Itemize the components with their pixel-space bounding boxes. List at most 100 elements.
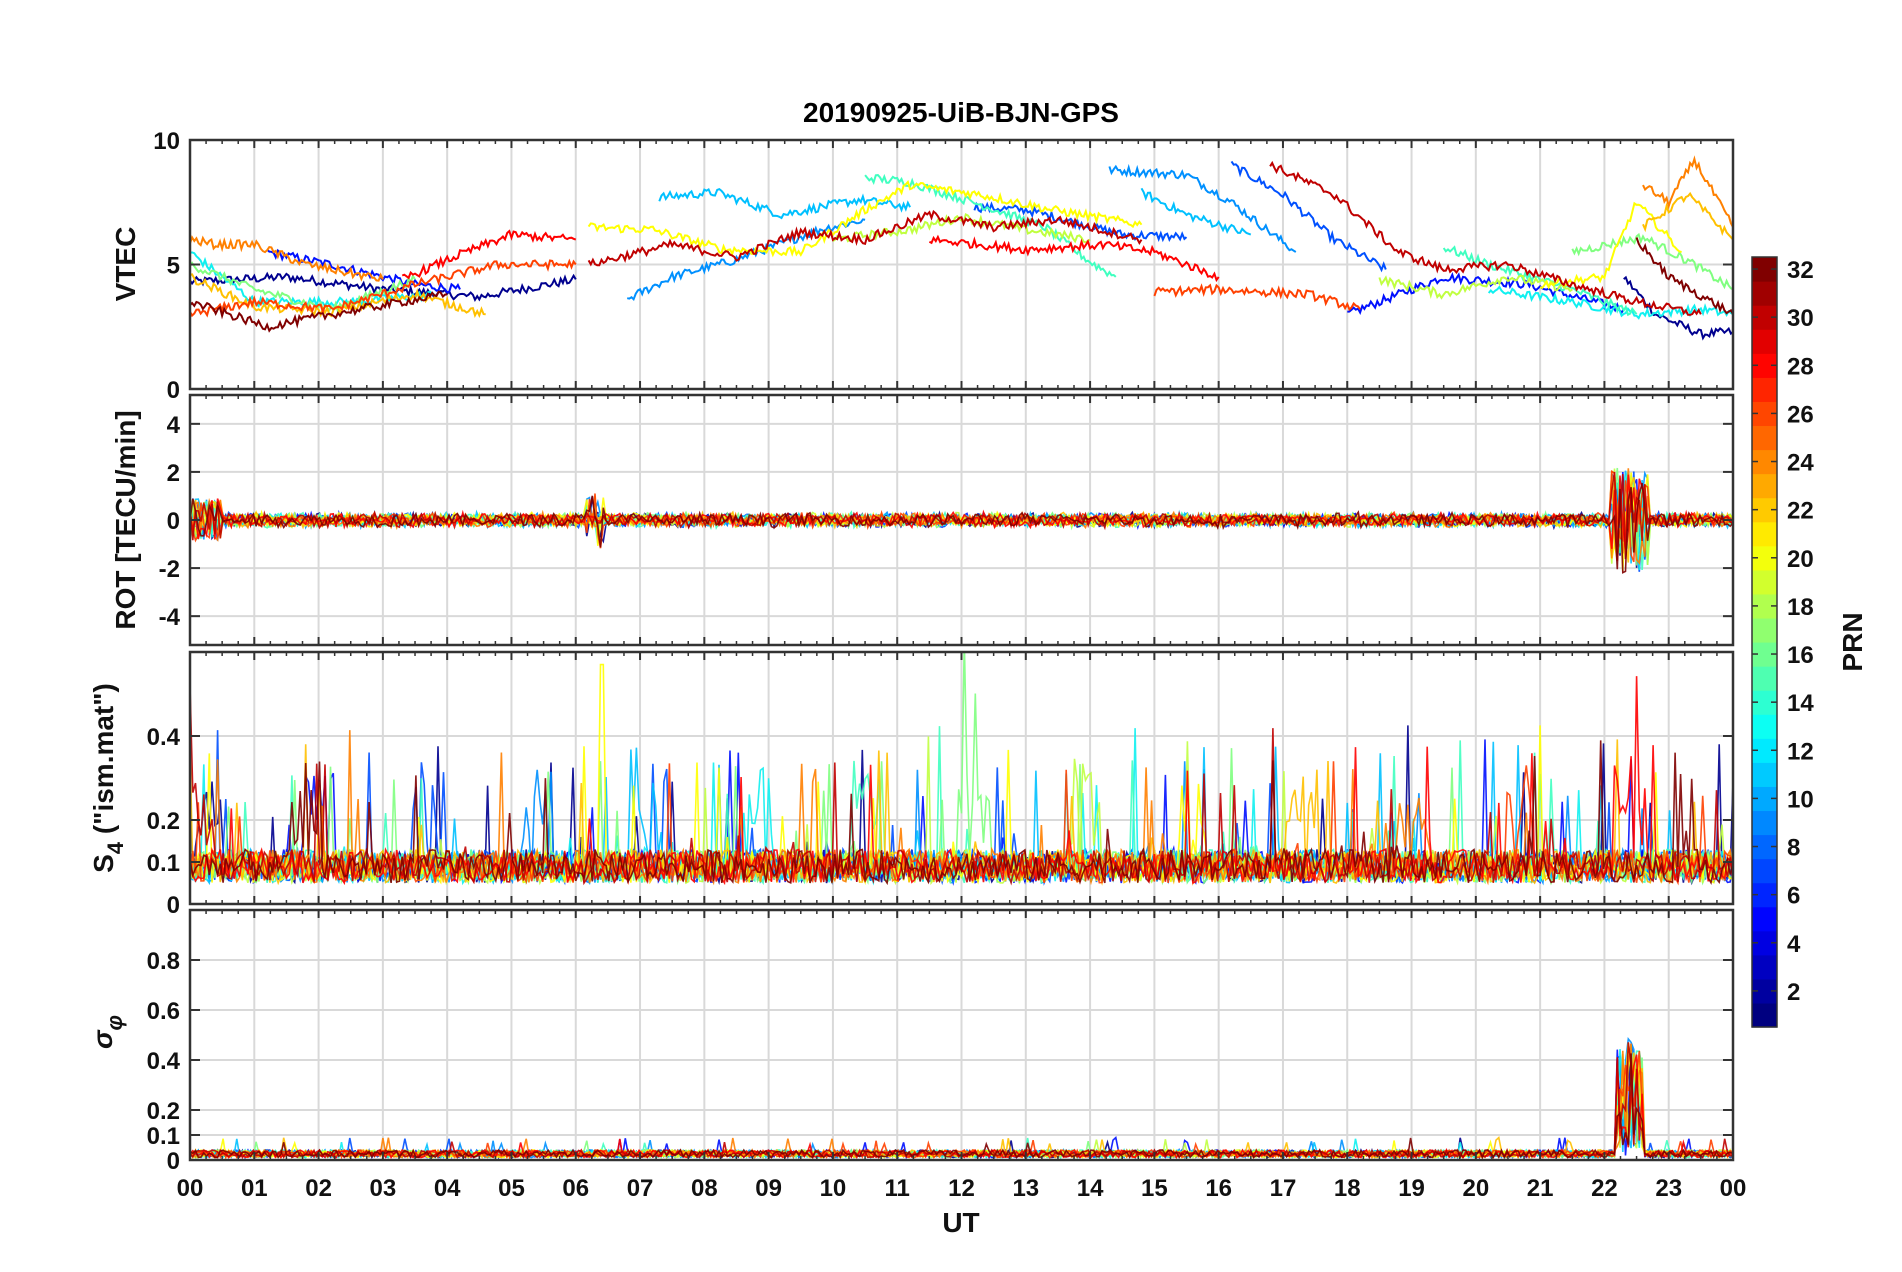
panel-rot: -4 -2 0 2 4 ROT [TECU/min] [110,393,1735,647]
colorbar-cell [1752,954,1777,980]
x-tick-label: 02 [305,1175,332,1202]
colorbar-tick-label: 22 [1787,498,1814,525]
x-tick-label: 17 [1270,1175,1297,1202]
colorbar-tick-label: 6 [1787,883,1800,910]
colorbar-tick-label: 8 [1787,835,1800,862]
panel-s4-ticks: 0 0.1 0.2 0.4 [147,652,1734,919]
colorbar-tick-label: 2 [1787,979,1800,1006]
colorbar-cell [1752,425,1777,451]
vtec-line-prn-18 [1378,274,1573,300]
x-tick-label: 22 [1591,1175,1618,1202]
x-tick-label: 21 [1527,1175,1554,1202]
y-tick-label: -2 [159,556,180,583]
s4-line-prn-32 [190,740,1733,886]
panel-s4-ylabel-main: S [88,854,119,873]
y-tick-label: 0.6 [147,998,180,1025]
vtec-line-prn-4 [266,248,461,294]
colorbar-tick-label: 30 [1787,305,1814,332]
panel-s4-ylabel-rest: ("ism.mat") [88,683,119,842]
panel-vtec: 0 5 10 VTEC [110,128,1735,404]
x-tick-label: 00 [177,1175,204,1202]
x-tick-label: 20 [1462,1175,1489,1202]
colorbar-cell [1752,810,1777,836]
colorbar-cell [1752,617,1777,643]
s4-line-prn-16 [190,652,1733,886]
panel-vtec-frame [188,138,1735,391]
vtec-line-prn-10 [658,187,911,220]
vtec-line-prn-12 [1487,285,1733,320]
panel-vtec-ylabel: VTEC [110,227,141,302]
x-tick-label: 01 [241,1175,268,1202]
vtec-line-prn-32 [190,290,448,333]
vtec-line-prn-26 [190,258,577,318]
x-tick-label: 00 [1720,1175,1747,1202]
colorbar-tick-label: 24 [1787,450,1814,477]
x-tick-label: 11 [885,1175,910,1202]
panel-s4-frame [188,650,1735,906]
colorbar-tick-label: 14 [1787,690,1814,717]
y-tick-label: 0.8 [147,948,180,975]
y-tick-label: 0.4 [147,724,181,751]
colorbar-cells [1752,257,1777,1028]
vtec-line-prn-16 [190,261,416,315]
colorbar-cell [1752,714,1777,739]
y-tick-label: 0.1 [147,1123,180,1150]
colorbar-cell [1752,329,1777,354]
vtec-line-prn-8 [1108,163,1297,253]
panel-rot-ylabel: ROT [TECU/min] [110,410,141,629]
x-tick-label: 06 [562,1175,589,1202]
x-tick-label: 16 [1205,1175,1232,1202]
x-tick-label: 23 [1655,1175,1682,1202]
colorbar-tick-label: 4 [1787,931,1801,958]
colorbar-cell [1752,569,1777,595]
y-tick-label: 0.4 [147,1048,181,1075]
x-tick-label: 05 [498,1175,525,1202]
colorbar-tick-label: 12 [1787,738,1814,765]
vtec-line-prn-26 [1153,283,1361,312]
panel-sigphi-frame [188,908,1735,1162]
y-tick-label: 4 [167,412,181,439]
colorbar-cell [1752,858,1777,884]
y-tick-label: 10 [153,128,180,155]
colorbar-label: PRN [1837,612,1868,671]
colorbar-frame [1751,256,1778,1028]
panel-sigphi-ylabel-sub: φ [102,1015,127,1030]
panel-rot-series [190,467,1733,574]
colorbar-cell [1752,473,1777,499]
y-tick-label: 5 [167,253,180,280]
vtec-line-prn-20 [587,180,1143,258]
x-tick-label: 13 [1012,1175,1039,1202]
vtec-line-prn-16 [1571,232,1733,291]
colorbar-cell [1752,666,1777,691]
y-tick-label: 0.2 [147,808,180,835]
vtec-line-prn-28 [401,229,577,280]
vtec-line-prn-30 [587,209,1143,267]
x-tick-label: 19 [1398,1175,1425,1202]
x-tick-label: 12 [948,1175,975,1202]
panel-sigphi: 00.10.2 0.4 0.6 0.8 σφ [87,908,1735,1175]
y-tick-label: 0 [167,1148,180,1175]
vtec-line-prn-18 [832,212,1091,244]
chart-title: 20190925-UiB-BJN-GPS [803,97,1119,128]
vtec-line-prn-2 [190,271,577,303]
colorbar-tick-label: 20 [1787,546,1814,573]
colorbar-cell [1752,377,1777,402]
colorbar-tick-label: 10 [1787,786,1814,813]
x-tick-label: 08 [691,1175,718,1202]
x-tick-label: 15 [1141,1175,1168,1202]
panel-sigphi-ylabel-main: σ [87,1029,118,1049]
panel-rot-frame [188,393,1735,647]
vtec-line-prn-10 [1140,187,1252,236]
colorbar-cell [1752,1002,1777,1028]
x-tick-label: 07 [627,1175,654,1202]
vtec-line-prn-24 [1642,155,1733,228]
colorbar-tick-label: 16 [1787,642,1814,669]
vtec-line-prn-32 [1635,237,1733,315]
x-tick-label: 10 [820,1175,847,1202]
panel-s4-ylabel: S4 ("ism.mat") [88,683,128,873]
colorbar-tick-label: 28 [1787,353,1814,380]
vtec-line-prn-4 [1347,271,1625,315]
x-axis-label: UT [942,1207,979,1238]
